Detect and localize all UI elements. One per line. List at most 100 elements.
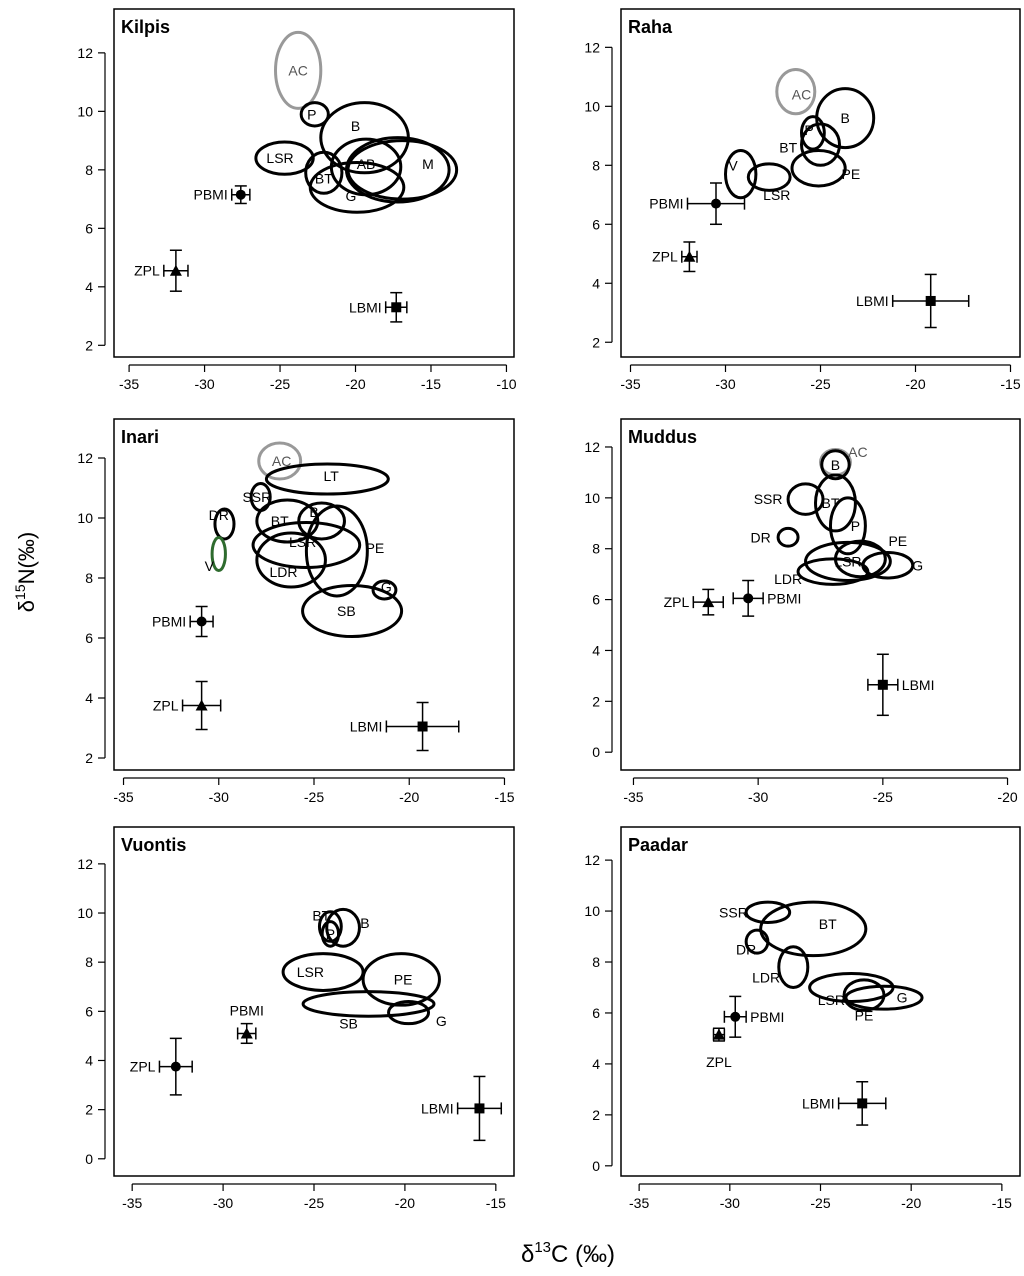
- y-tick-label: 4: [85, 1052, 93, 1068]
- point-label: PBMI: [649, 196, 683, 212]
- ellipse-label: SB: [339, 1016, 358, 1032]
- y-axis: 2 4 6 8 10 12: [77, 45, 106, 353]
- ellipse-label: PE: [888, 533, 907, 549]
- y-tick-label: 12: [584, 439, 600, 455]
- ellipse-ssr: [786, 482, 825, 516]
- x-axis-label-delta: δ: [521, 1241, 534, 1268]
- x-axis: -35 -30 -25 -20 -15: [629, 1183, 1012, 1211]
- point-pbmi: PBMI: [732, 579, 801, 617]
- panel-title: Muddus: [628, 427, 697, 447]
- y-tick-label: 10: [77, 510, 93, 526]
- y-tick-label: 12: [584, 852, 600, 868]
- ellipse-bt: [759, 900, 868, 958]
- ellipse-label: AC: [792, 87, 811, 103]
- ellipse-label: P: [307, 106, 316, 122]
- point-lbmi: LBMI: [421, 1075, 503, 1142]
- square-marker: [857, 1098, 868, 1109]
- x-tick-label: -30: [748, 789, 768, 805]
- y-tick-label: 12: [584, 39, 600, 55]
- y-axis-label: δ15N(‰): [12, 532, 39, 612]
- ellipse-bt: [814, 473, 857, 533]
- ellipse-g: [387, 1000, 431, 1026]
- triangle-marker: [683, 250, 696, 262]
- ellipse-label: AC: [288, 62, 307, 78]
- ellipse-label: LDR: [270, 564, 298, 580]
- ellipse-label: B: [841, 110, 850, 126]
- ellipse-label: B: [351, 118, 360, 134]
- point-label: LBMI: [421, 1100, 454, 1116]
- plot-frame: [620, 8, 1021, 358]
- point-label: LBMI: [902, 677, 935, 693]
- panel-title: Inari: [121, 427, 159, 447]
- y-tick-label: 4: [592, 275, 600, 291]
- ellipse-lsr: [746, 162, 792, 192]
- ellipse-label: V: [728, 157, 738, 173]
- ellipse-lsr: [251, 521, 362, 569]
- ellipse-g: [844, 984, 924, 1011]
- triangle-marker: [712, 1028, 725, 1040]
- x-tick-label: -25: [873, 789, 893, 805]
- point-label: LBMI: [802, 1095, 835, 1111]
- ellipse-label: LT: [323, 468, 339, 484]
- panel-title: Paadar: [628, 835, 688, 855]
- point-lbmi: LBMI: [867, 653, 935, 717]
- ellipse-ssr: [744, 900, 792, 925]
- point-label: ZPL: [652, 249, 678, 265]
- ellipse-ldr: [255, 531, 327, 589]
- ellipse-v: [724, 149, 758, 200]
- ellipse-label: G: [381, 579, 392, 595]
- ellipse-b: [325, 907, 361, 948]
- point-pbmi: PBMI: [230, 1003, 264, 1045]
- point-label: PBMI: [750, 1009, 784, 1025]
- y-tick-label: 6: [592, 592, 600, 608]
- y-axis-label-delta: δ: [14, 600, 39, 612]
- point-pbmi: PBMI: [649, 182, 746, 226]
- y-tick-label: 2: [85, 1102, 93, 1118]
- ellipse-label: B: [360, 915, 369, 931]
- x-axis: -35 -30 -25 -20 -15: [122, 1183, 506, 1211]
- x-tick-label: -25: [304, 1195, 324, 1211]
- x-tick-label: -25: [270, 376, 290, 392]
- x-tick-label: -30: [720, 1195, 740, 1211]
- x-tick-label: -25: [810, 1195, 830, 1211]
- x-axis-label-rest: C (‰): [551, 1241, 615, 1268]
- point-pbmi: PBMI: [152, 605, 214, 638]
- y-tick-label: 10: [584, 490, 600, 506]
- point-lbmi: LBMI: [350, 701, 460, 752]
- y-tick-label: 4: [85, 279, 93, 295]
- ellipse-ac: [274, 30, 323, 110]
- ellipse-ldr: [777, 945, 810, 989]
- panel-kilpis: Kilpis -35 -30 -25 -20 -15 -10 2 4 6 8 10 12 AC P B LSR B…: [77, 8, 517, 392]
- plot-frame: [620, 826, 1021, 1177]
- y-tick-label: 10: [584, 98, 600, 114]
- panel-title: Kilpis: [121, 17, 170, 37]
- ellipse-label: BT: [315, 171, 333, 187]
- plot-frame: [113, 826, 515, 1177]
- ellipse-pe: [304, 504, 369, 598]
- x-axis-label-superscript: 13: [534, 1239, 551, 1256]
- point-zpl: ZPL: [130, 1037, 193, 1096]
- point-label: LBMI: [350, 719, 383, 735]
- ellipse-dr: [213, 507, 236, 541]
- square-marker: [417, 721, 428, 732]
- ellipse-label: PE: [366, 540, 385, 556]
- x-tick-label: -20: [395, 1195, 415, 1211]
- panel-paadar: Paadar -35 -30 -25 -20 -15 0 2 4 6 8 10 12 SSR BT DR LDR…: [584, 826, 1021, 1211]
- point-label: ZPL: [130, 1059, 156, 1075]
- circle-marker: [235, 189, 246, 200]
- ellipse-p: [828, 496, 867, 556]
- x-tick-label: -20: [997, 789, 1017, 805]
- ellipse-p: [320, 920, 341, 948]
- x-tick-label: -25: [304, 789, 324, 805]
- x-tick-label: -15: [992, 1195, 1012, 1211]
- ellipse-label: M: [422, 156, 434, 172]
- x-tick-label: -30: [213, 1195, 233, 1211]
- y-tick-label: 2: [85, 337, 93, 353]
- ellipse-label: AC: [848, 444, 867, 460]
- point-label: ZPL: [153, 698, 179, 714]
- triangle-marker: [195, 699, 208, 711]
- panels: Kilpis -35 -30 -25 -20 -15 -10 2 4 6 8 10 12 AC P B LSR B…: [77, 8, 1021, 1211]
- point-label: PBMI: [194, 187, 228, 203]
- x-axis: -35 -30 -25 -20 -15 -10: [119, 364, 517, 392]
